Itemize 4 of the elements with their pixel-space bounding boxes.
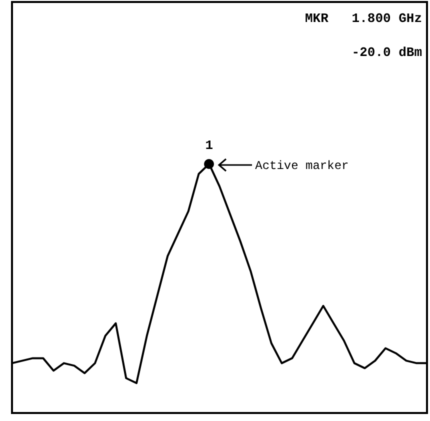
text: 1 xyxy=(205,138,214,153)
text: -20.0 dBm xyxy=(352,45,422,60)
annotation: Active marker xyxy=(255,158,349,173)
text: MKR 1.800 GHz xyxy=(304,11,422,26)
